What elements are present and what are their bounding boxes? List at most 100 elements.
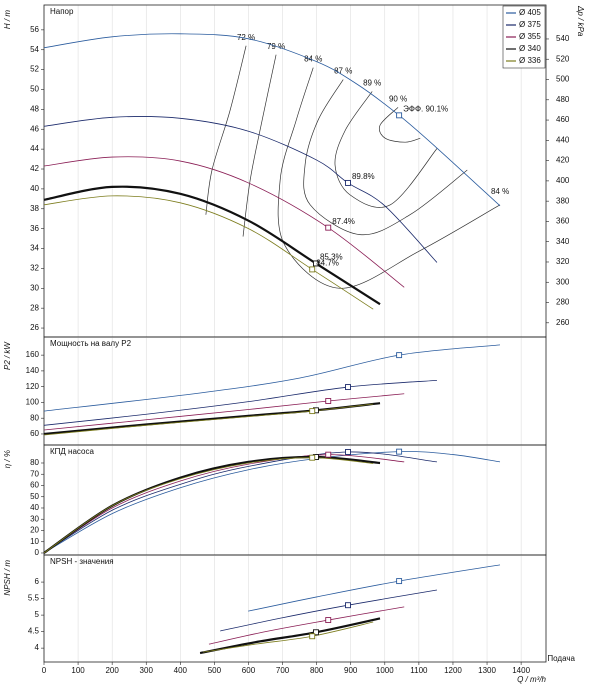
x-tick-label: 100 bbox=[71, 666, 85, 675]
y-tick-label: 4 bbox=[35, 643, 40, 652]
y-tick-label: 70 bbox=[30, 469, 39, 478]
y-tick-label: 30 bbox=[30, 283, 39, 292]
x-axis-label: Q / m³/h bbox=[517, 675, 546, 684]
y-tick-label: 4.5 bbox=[28, 627, 40, 636]
legend-label: Ø 405 bbox=[519, 8, 541, 17]
duty-point bbox=[345, 449, 351, 455]
curve bbox=[43, 403, 374, 436]
panel-title: Мощность на валу P2 bbox=[50, 339, 132, 348]
duty-point bbox=[396, 578, 403, 585]
duty-point bbox=[396, 112, 403, 119]
y-tick-label: 54 bbox=[30, 45, 39, 54]
curve bbox=[43, 33, 501, 207]
curve bbox=[203, 621, 374, 653]
y-tick-label: 80 bbox=[30, 458, 39, 467]
y-tick-label: 0 bbox=[35, 548, 40, 557]
y-axis-label: H / m bbox=[3, 10, 12, 29]
iso-efficiency-line bbox=[378, 107, 421, 143]
x-tick-label: 300 bbox=[140, 666, 154, 675]
x-tick-label: 1400 bbox=[512, 666, 530, 675]
curve bbox=[208, 606, 405, 645]
curve bbox=[43, 185, 381, 306]
panel-title: КПД насоса bbox=[50, 447, 94, 456]
x-tick-label: 700 bbox=[276, 666, 290, 675]
x-tick-label: 1300 bbox=[478, 666, 496, 675]
curve bbox=[248, 564, 501, 612]
y-tick-label: 50 bbox=[30, 85, 39, 94]
y2-tick-label: 440 bbox=[556, 135, 570, 144]
curve bbox=[43, 455, 381, 554]
duty-point-label: 89.8% bbox=[352, 172, 375, 181]
y-tick-label: 38 bbox=[30, 204, 39, 213]
y2-tick-label: 260 bbox=[556, 318, 570, 327]
y-tick-label: 28 bbox=[30, 303, 39, 312]
legend-label: Ø 355 bbox=[519, 32, 541, 41]
y-axis-label: NPSH / m bbox=[3, 560, 12, 596]
duty-point bbox=[325, 398, 332, 404]
duty-point-label: ЭФФ. 90.1% bbox=[403, 104, 448, 113]
iso-efficiency-line bbox=[334, 91, 438, 208]
curve bbox=[43, 379, 437, 426]
panel-frame bbox=[43, 554, 547, 663]
curve bbox=[43, 454, 405, 554]
legend-label: Ø 375 bbox=[519, 20, 541, 29]
iso-label: 72 % bbox=[237, 33, 255, 42]
iso-label: 84 % bbox=[304, 55, 322, 64]
y2-tick-label: 280 bbox=[556, 298, 570, 307]
x-tick-label: 0 bbox=[42, 666, 47, 675]
y-tick-label: 50 bbox=[30, 492, 39, 501]
curve bbox=[43, 344, 501, 412]
curve bbox=[43, 402, 381, 436]
y-tick-label: 160 bbox=[26, 350, 40, 359]
curve bbox=[43, 393, 405, 431]
x-tick-label: 500 bbox=[208, 666, 222, 675]
y2-tick-label: 320 bbox=[556, 257, 570, 266]
panel-frame bbox=[43, 4, 547, 338]
x-tick-label: 1100 bbox=[410, 666, 428, 675]
y-tick-label: 44 bbox=[30, 144, 39, 153]
legend-label: Ø 336 bbox=[519, 56, 541, 65]
y-tick-label: 100 bbox=[26, 398, 40, 407]
duty-point bbox=[313, 260, 319, 267]
iso-label: 84 % bbox=[491, 187, 509, 196]
x-tick-label: 1000 bbox=[376, 666, 394, 675]
legend-label: Ø 340 bbox=[519, 44, 541, 53]
y2-tick-label: 460 bbox=[556, 115, 570, 124]
curve bbox=[199, 617, 381, 655]
y-axis-label: η / % bbox=[3, 450, 12, 468]
y-tick-label: 20 bbox=[30, 526, 39, 535]
duty-point bbox=[309, 408, 316, 415]
duty-point bbox=[325, 224, 332, 231]
y-tick-label: 48 bbox=[30, 104, 39, 113]
iso-efficiency-line bbox=[205, 45, 247, 215]
duty-point bbox=[345, 602, 351, 609]
duty-point bbox=[325, 617, 332, 624]
iso-label: 89 % bbox=[363, 79, 381, 88]
curve bbox=[43, 116, 438, 263]
iso-efficiency-line bbox=[277, 67, 501, 289]
y-tick-label: 42 bbox=[30, 164, 39, 173]
curve bbox=[43, 451, 437, 554]
y-tick-label: 26 bbox=[30, 323, 39, 332]
y-tick-label: 6 bbox=[35, 577, 40, 586]
y-tick-label: 32 bbox=[30, 264, 39, 273]
duty-point bbox=[309, 633, 316, 640]
iso-label: 87 % bbox=[334, 67, 352, 76]
y-tick-label: 30 bbox=[30, 514, 39, 523]
y2-tick-label: 380 bbox=[556, 196, 570, 205]
y2-tick-label: 420 bbox=[556, 156, 570, 165]
y-tick-label: 80 bbox=[30, 413, 39, 422]
duty-point-label: 84.7% bbox=[316, 259, 339, 268]
iso-efficiency-line bbox=[242, 54, 277, 237]
curve bbox=[43, 451, 501, 554]
y2-tick-label: 480 bbox=[556, 95, 570, 104]
y-tick-label: 36 bbox=[30, 224, 39, 233]
y2-axis-label: Δp / kPa bbox=[576, 5, 585, 37]
y-tick-label: 56 bbox=[30, 25, 39, 34]
duty-point bbox=[345, 384, 351, 391]
duty-point-label: 85.3% bbox=[320, 253, 343, 262]
y-tick-label: 46 bbox=[30, 124, 39, 133]
y2-tick-label: 360 bbox=[556, 217, 570, 226]
curve bbox=[220, 589, 438, 632]
